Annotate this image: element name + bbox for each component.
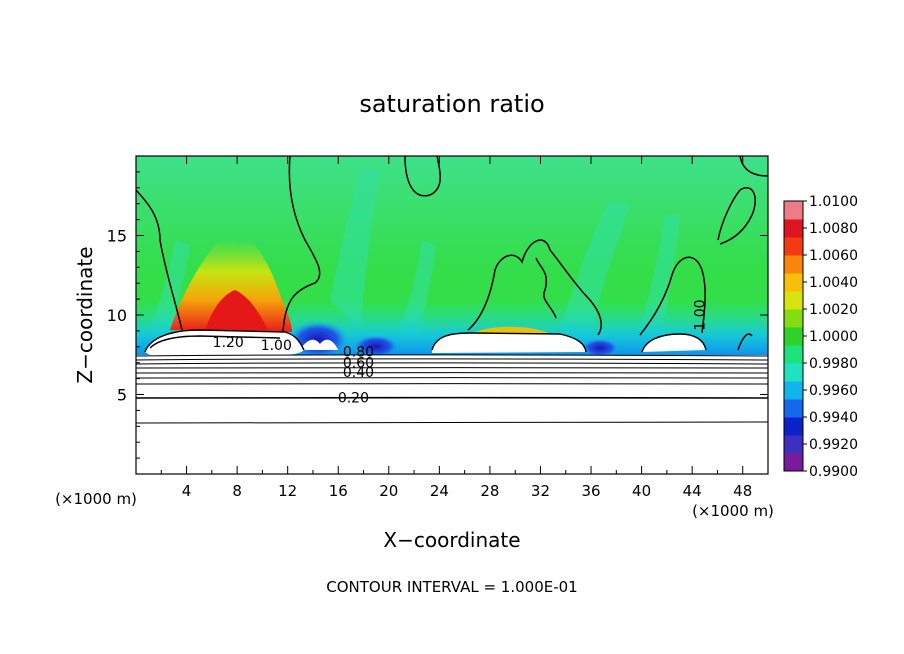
colorbar-swatch <box>784 219 803 238</box>
contour-label: 1.00 <box>693 299 709 330</box>
colorbar-frame <box>783 200 804 472</box>
contour-label: 0.80 <box>343 345 374 361</box>
x-tick-label: 16 <box>329 482 348 500</box>
colorbar-swatch <box>784 399 803 418</box>
contour-lines-clouds <box>144 329 707 353</box>
colorbar-swatch <box>784 291 803 310</box>
x-tick-label: 4 <box>182 482 192 500</box>
contour-interval-note: CONTOUR INTERVAL = 1.000E-01 <box>326 578 577 596</box>
y-tick-label: 10 <box>107 306 127 325</box>
colorbar-swatches <box>784 201 803 472</box>
colorbar-label: 0.9920 <box>809 437 858 453</box>
y-tick-label: 5 <box>117 386 127 405</box>
x-tick-label: 28 <box>480 482 499 500</box>
cloud-region-3 <box>432 333 586 353</box>
colorbar-label: 1.0040 <box>809 275 858 291</box>
colorbar-swatch <box>784 273 803 292</box>
colorbar-swatch <box>784 345 803 364</box>
colorbar-label: 0.9960 <box>809 383 858 399</box>
x-tick-label: 44 <box>683 482 702 500</box>
y-axis: 5 10 15 <box>107 171 768 459</box>
dry-spot-3 <box>580 336 620 356</box>
x-tick-label: 32 <box>531 482 550 500</box>
contour-label: 0.20 <box>338 391 369 407</box>
colorbar-label: 1.0100 <box>809 194 858 210</box>
colorbar-label: 0.9980 <box>809 356 858 372</box>
x-unit-right: (×1000 m) <box>692 502 774 520</box>
y-tick-label: 15 <box>107 227 127 246</box>
supersaturated-plume <box>170 239 292 332</box>
colorbar-label: 1.0020 <box>809 302 858 318</box>
contour-label: 0.60 <box>343 356 374 372</box>
x-tick-label: 24 <box>430 482 449 500</box>
plot-area <box>136 156 768 474</box>
x-tick-label: 40 <box>632 482 651 500</box>
contour-label: 0.40 <box>343 365 374 381</box>
contour-labels: 0.20 0.400.600.80 1.20 1.00 1.00 <box>213 299 709 406</box>
colorbar-label: 0.9940 <box>809 410 858 426</box>
cloud-region-2 <box>300 339 338 350</box>
colorbar-swatch <box>784 201 803 220</box>
colorbar-swatch <box>784 435 803 454</box>
colorbar-swatch <box>784 417 803 436</box>
colorbar-label: 0.9900 <box>809 464 858 480</box>
contour-label: 1.20 <box>213 335 244 351</box>
x-tick-label: 8 <box>232 482 242 500</box>
contour-lines-upper <box>136 156 768 351</box>
x-axis-label: X−coordinate <box>383 528 520 552</box>
x-unit-left: (×1000 m) <box>55 490 137 508</box>
x-tick-label: 36 <box>581 482 600 500</box>
colorbar-label: 1.0000 <box>809 329 858 345</box>
colorbar-swatch <box>784 237 803 256</box>
x-axis: 4 8 12 16 20 24 28 32 36 40 44 48 <box>160 156 752 500</box>
colorbar-swatch <box>784 363 803 382</box>
colorbar-swatch <box>784 327 803 346</box>
colorbar-swatch <box>784 453 803 472</box>
colorbar-swatch <box>784 381 803 400</box>
y-axis-label: Z−coordinate <box>73 246 97 383</box>
x-tick-label: 20 <box>379 482 398 500</box>
colorbar-labels: 1.0100 1.0080 1.0060 1.0040 1.0020 1.0000 0.99… <box>803 194 858 480</box>
cloud-region-4 <box>642 334 706 352</box>
colorbar-swatch <box>784 255 803 274</box>
contour-label: 1.00 <box>261 338 292 354</box>
dry-spot-2 <box>352 332 400 356</box>
colorbar: 1.0100 1.0080 1.0060 1.0040 1.0020 1.0000 0.99… <box>783 194 858 480</box>
chart-title: saturation ratio <box>359 90 544 118</box>
x-tick-label: 48 <box>733 482 752 500</box>
colorbar-label: 1.0080 <box>809 221 858 237</box>
plume-core <box>205 290 268 330</box>
colorbar-label: 1.0060 <box>809 248 858 264</box>
x-tick-label: 12 <box>278 482 297 500</box>
colorbar-swatch <box>784 309 803 328</box>
lower-region <box>136 355 768 474</box>
